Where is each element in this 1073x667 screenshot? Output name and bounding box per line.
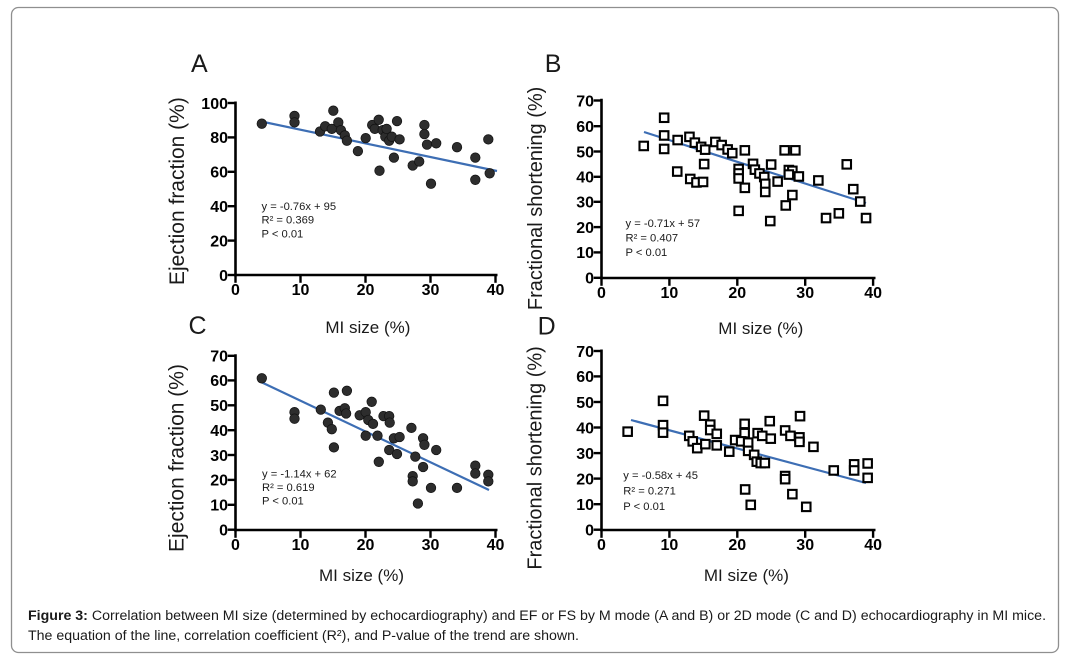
- svg-text:40: 40: [210, 423, 228, 440]
- svg-text:30: 30: [796, 537, 814, 554]
- svg-text:D: D: [538, 313, 556, 341]
- svg-text:30: 30: [576, 446, 594, 463]
- svg-text:10: 10: [292, 537, 310, 554]
- svg-text:R² = 0.271: R² = 0.271: [623, 485, 676, 497]
- svg-text:70: 70: [576, 93, 594, 110]
- svg-text:50: 50: [210, 398, 228, 415]
- svg-text:B: B: [545, 50, 562, 78]
- svg-text:100: 100: [201, 96, 228, 113]
- svg-text:10: 10: [576, 245, 594, 262]
- svg-text:A: A: [191, 50, 208, 78]
- svg-text:0: 0: [597, 537, 606, 554]
- svg-text:Ejection fraction (%): Ejection fraction (%): [166, 364, 189, 552]
- svg-text:Ejection fraction (%): Ejection fraction (%): [166, 97, 189, 285]
- svg-text:30: 30: [576, 195, 594, 212]
- svg-text:30: 30: [210, 448, 228, 465]
- svg-text:20: 20: [357, 282, 375, 299]
- svg-text:40: 40: [487, 537, 505, 554]
- svg-text:P < 0.01: P < 0.01: [626, 247, 668, 259]
- svg-text:40: 40: [487, 282, 505, 299]
- svg-text:20: 20: [728, 285, 746, 302]
- svg-text:70: 70: [210, 349, 228, 366]
- svg-text:0: 0: [219, 523, 228, 540]
- svg-text:R² = 0.619: R² = 0.619: [262, 482, 315, 494]
- svg-text:Fractional shortening (%): Fractional shortening (%): [525, 87, 547, 310]
- svg-text:0: 0: [219, 268, 228, 285]
- svg-text:50: 50: [576, 144, 594, 161]
- svg-text:y = -0.58x + 45: y = -0.58x + 45: [623, 470, 698, 482]
- svg-text:10: 10: [661, 537, 679, 554]
- svg-text:R² = 0.407: R² = 0.407: [626, 233, 679, 245]
- svg-text:50: 50: [576, 395, 594, 412]
- svg-text:60: 60: [210, 373, 228, 390]
- svg-text:10: 10: [210, 498, 228, 515]
- svg-text:The equation of the line, corr: The equation of the line, correlation co…: [28, 628, 579, 644]
- svg-text:30: 30: [422, 282, 440, 299]
- svg-text:40: 40: [864, 285, 882, 302]
- svg-text:0: 0: [231, 537, 240, 554]
- svg-text:60: 60: [576, 369, 594, 386]
- svg-text:20: 20: [210, 473, 228, 490]
- svg-text:P < 0.01: P < 0.01: [262, 228, 304, 240]
- svg-text:10: 10: [292, 282, 310, 299]
- svg-text:40: 40: [576, 420, 594, 437]
- svg-text:60: 60: [576, 119, 594, 136]
- svg-text:20: 20: [576, 220, 594, 237]
- svg-text:Figure 3: Correlation between: Figure 3: Correlation between MI size (d…: [28, 608, 1046, 624]
- svg-text:30: 30: [422, 537, 440, 554]
- svg-text:y = -0.76x + 95: y = -0.76x + 95: [262, 201, 337, 213]
- svg-text:0: 0: [231, 282, 240, 299]
- svg-text:MI size (%): MI size (%): [325, 318, 410, 337]
- svg-text:P < 0.01: P < 0.01: [623, 501, 665, 513]
- svg-text:20: 20: [576, 471, 594, 488]
- svg-text:20: 20: [728, 537, 746, 554]
- svg-text:C: C: [189, 312, 207, 340]
- svg-text:20: 20: [357, 537, 375, 554]
- svg-text:0: 0: [597, 285, 606, 302]
- svg-text:R² = 0.369: R² = 0.369: [262, 215, 315, 227]
- svg-text:30: 30: [796, 285, 814, 302]
- svg-text:y = -1.14x + 62: y = -1.14x + 62: [262, 469, 337, 481]
- svg-text:MI size (%): MI size (%): [319, 566, 404, 585]
- svg-text:20: 20: [210, 233, 228, 250]
- svg-text:40: 40: [210, 199, 228, 216]
- svg-text:MI size (%): MI size (%): [704, 566, 789, 585]
- svg-text:P < 0.01: P < 0.01: [262, 496, 304, 508]
- svg-text:40: 40: [576, 170, 594, 187]
- svg-text:40: 40: [864, 537, 882, 554]
- svg-text:80: 80: [210, 130, 228, 147]
- svg-text:Fractional shortening (%): Fractional shortening (%): [525, 346, 547, 569]
- svg-text:MI size (%): MI size (%): [718, 319, 803, 338]
- svg-text:60: 60: [210, 165, 228, 182]
- svg-text:0: 0: [585, 271, 594, 288]
- svg-text:10: 10: [661, 285, 679, 302]
- svg-text:70: 70: [576, 344, 594, 361]
- svg-text:0: 0: [585, 523, 594, 540]
- svg-text:10: 10: [576, 497, 594, 514]
- svg-text:y = -0.71x + 57: y = -0.71x + 57: [626, 218, 701, 230]
